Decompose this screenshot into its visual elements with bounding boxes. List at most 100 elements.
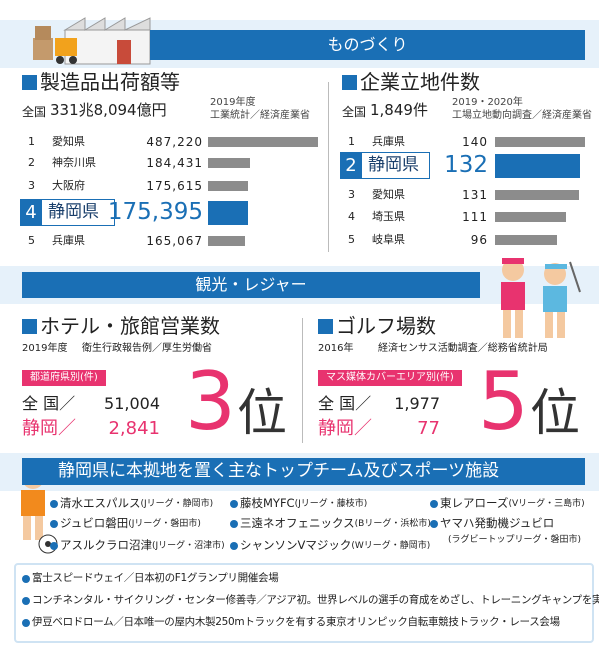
national-label: 全 国／	[318, 394, 372, 413]
national-value: 1,849件	[370, 101, 428, 119]
national-label: 全国	[342, 105, 367, 119]
team-note: (Vリーグ・三島市)	[508, 499, 585, 509]
team-name: アスルクラロ沼津	[60, 538, 152, 552]
banner	[22, 272, 480, 298]
source: 工場立地動向調査／経済産業省	[452, 110, 592, 121]
title-square	[318, 319, 333, 334]
factory-illustration	[33, 17, 151, 65]
value: 111	[462, 210, 488, 224]
prefecture: 兵庫県	[372, 135, 405, 148]
banner-title: 静岡県に本拠地を置く主なトップチーム及びスポーツ施設	[58, 461, 500, 481]
section-title: ホテル・旅館営業数	[40, 314, 220, 338]
source-year: 2019年度	[210, 97, 256, 108]
bullet	[430, 520, 438, 528]
prefecture: 大阪府	[52, 179, 85, 192]
team-name: 東レアローズ	[440, 496, 509, 510]
source: 経済センサス活動調査／総務省統計局	[378, 343, 548, 354]
rank: 5	[28, 234, 35, 247]
rank: 4	[348, 210, 355, 223]
national-value: 51,004	[104, 394, 160, 413]
team-name: 藤枝MYFC	[240, 496, 295, 510]
value: 132	[444, 152, 488, 178]
rank: 5	[348, 233, 355, 246]
category-label: 都道府県別(件)	[22, 370, 106, 386]
bar	[208, 158, 250, 168]
prefecture: 静岡県	[48, 202, 99, 222]
team-name: 三遠ネオフェニックス	[240, 516, 355, 530]
rank-unit: 位	[530, 384, 580, 442]
bullet	[22, 575, 30, 583]
title-square	[342, 75, 357, 90]
source-year: 2019・2020年	[452, 97, 523, 108]
bar	[495, 154, 580, 178]
facility: 伊豆ベロドローム／日本唯一の屋内木製250mトラックを有する東京オリンピック自転…	[32, 616, 560, 628]
pref-label: 静岡／	[22, 418, 76, 439]
category-label: マス媒体カバーエリア別(件)	[318, 370, 462, 386]
team-name: ヤマハ発動機ジュビロ	[440, 516, 555, 530]
bullet	[430, 500, 438, 508]
facility: 富士スピードウェイ／日本初のF1グランプリ開催会場	[32, 572, 279, 584]
bullet	[50, 520, 58, 528]
bar	[208, 201, 248, 225]
source: 衛生行政報告例／厚生労働省	[82, 343, 212, 354]
source: 工業統計／経済産業省	[210, 110, 310, 121]
team-note: (Jリーグ・沼津市)	[152, 541, 225, 551]
rank-number: 5	[478, 355, 529, 448]
bar	[208, 137, 318, 147]
bullet	[230, 542, 238, 550]
bullet	[50, 542, 58, 550]
value: 184,431	[146, 156, 203, 170]
national-value: 331兆8,094億円	[50, 101, 167, 119]
national-label: 全国	[22, 105, 47, 119]
team-note: (Jリーグ・静岡市)	[140, 499, 214, 509]
value: 175,615	[146, 179, 203, 193]
team-name: 清水エスパルス	[60, 496, 141, 510]
bar	[495, 212, 567, 222]
value: 140	[462, 135, 488, 149]
rank: 1	[348, 135, 355, 148]
team-note: (Bリーグ・浜松市)	[354, 519, 431, 529]
rank-badge	[20, 199, 42, 226]
team-note: (Jリーグ・磐田市)	[128, 519, 201, 529]
divider	[302, 318, 303, 443]
divider	[328, 82, 329, 252]
team-note: (ラグビートップリーグ・磐田市)	[448, 535, 582, 545]
rank: 1	[28, 135, 35, 148]
pref-value: 77	[417, 418, 440, 439]
team-name: シャンソンVマジック	[240, 538, 352, 552]
source-year: 2019年度	[22, 343, 68, 354]
banner-title: ものづくり	[327, 35, 408, 54]
prefecture: 愛知県	[372, 188, 405, 201]
facility: コンチネンタル・サイクリング・センター修善寺／アジア初。世界レベルの選手の育成を…	[32, 594, 599, 606]
bullet	[230, 500, 238, 508]
rank: 2	[345, 155, 357, 176]
prefecture: 埼玉県	[372, 210, 405, 223]
bullet	[50, 500, 58, 508]
bullet	[230, 520, 238, 528]
team-note: (Jリーグ・藤枝市)	[294, 499, 368, 509]
banner-title: 観光・レジャー	[195, 275, 307, 294]
rank: 3	[348, 188, 355, 201]
prefecture: 神奈川県	[52, 156, 96, 169]
source-year: 2016年	[318, 343, 354, 354]
bar	[495, 235, 557, 245]
national-label: 全 国／	[22, 394, 76, 413]
rank-number: 3	[185, 355, 236, 448]
bar	[208, 236, 246, 246]
section-title: ゴルフ場数	[336, 314, 436, 338]
rank: 3	[28, 179, 35, 192]
team-note: (Wリーグ・静岡市)	[351, 541, 431, 551]
title-square	[22, 319, 37, 334]
value: 487,220	[146, 135, 203, 149]
facilities-box	[14, 563, 594, 643]
bullet	[22, 619, 30, 627]
banner	[150, 30, 585, 60]
value: 96	[470, 233, 488, 247]
value: 175,395	[107, 199, 203, 225]
prefecture: 兵庫県	[52, 234, 85, 247]
pref-label: 静岡／	[318, 418, 372, 439]
prefecture: 愛知県	[52, 135, 85, 148]
section-title: 製造品出荷額等	[40, 70, 180, 94]
pref-value: 2,841	[108, 418, 160, 439]
